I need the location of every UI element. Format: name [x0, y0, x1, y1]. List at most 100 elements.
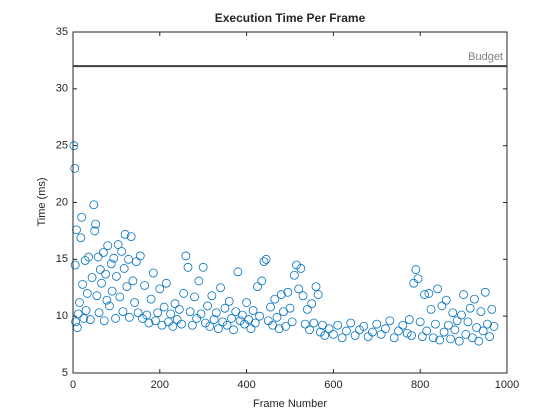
point — [346, 318, 356, 328]
point — [342, 326, 351, 336]
point — [130, 298, 140, 307]
point — [78, 279, 87, 289]
budget-label: Budget — [468, 51, 503, 63]
point — [105, 301, 114, 311]
point — [415, 317, 425, 327]
point — [448, 308, 458, 318]
point — [174, 304, 184, 314]
x-tick-label: 800 — [411, 379, 429, 391]
point — [75, 298, 84, 307]
point — [368, 327, 377, 337]
point — [190, 292, 199, 302]
point — [107, 286, 117, 296]
point — [422, 326, 432, 336]
point — [407, 331, 416, 340]
point — [402, 328, 412, 338]
point — [311, 282, 321, 292]
point — [181, 251, 191, 261]
axes-box — [72, 31, 508, 374]
point — [93, 252, 103, 262]
point — [103, 241, 113, 251]
point — [424, 289, 434, 298]
point — [446, 334, 455, 344]
point — [350, 331, 360, 340]
y-tick-label: 20 — [56, 196, 68, 208]
point — [480, 287, 490, 297]
point — [117, 246, 127, 256]
point — [161, 278, 171, 288]
point — [80, 256, 90, 265]
point — [433, 284, 442, 294]
point — [194, 276, 204, 286]
point — [483, 319, 492, 329]
point — [281, 321, 291, 331]
x-tick-label: 1000 — [495, 379, 519, 391]
point — [73, 309, 83, 319]
point — [122, 282, 132, 292]
plot-area — [73, 32, 507, 373]
point — [168, 321, 178, 331]
y-tick-label: 15 — [56, 253, 68, 265]
point — [118, 307, 128, 317]
point — [185, 307, 195, 317]
point — [372, 319, 382, 329]
point — [253, 282, 262, 292]
point — [170, 299, 180, 309]
point — [305, 325, 314, 335]
point — [435, 335, 445, 345]
x-tick-label: 400 — [237, 379, 255, 391]
point — [92, 291, 102, 301]
y-axis-label: Time (ms) — [36, 177, 48, 226]
point — [85, 315, 95, 324]
point — [102, 295, 112, 305]
point — [133, 308, 143, 318]
point — [302, 304, 312, 314]
point — [205, 321, 215, 331]
point — [237, 310, 247, 320]
point — [289, 270, 299, 280]
point — [398, 320, 408, 330]
point — [196, 309, 206, 319]
point — [294, 284, 304, 294]
point — [470, 294, 479, 304]
point — [242, 298, 252, 307]
point — [478, 326, 488, 336]
point — [115, 292, 125, 302]
point — [459, 290, 469, 299]
point — [224, 296, 234, 306]
point — [476, 307, 486, 317]
point — [79, 314, 89, 323]
point — [485, 332, 495, 342]
x-tick-label: 200 — [151, 379, 169, 391]
point — [124, 254, 133, 264]
point — [381, 324, 390, 334]
point — [394, 326, 403, 336]
point — [155, 284, 165, 294]
y-tick-label: 10 — [56, 310, 68, 322]
point — [198, 262, 208, 272]
point — [211, 308, 221, 318]
y-tick-label: 25 — [56, 140, 68, 152]
point — [404, 315, 414, 324]
point — [437, 301, 447, 311]
point — [119, 264, 129, 273]
point — [183, 262, 193, 272]
point — [439, 327, 449, 337]
point — [213, 324, 223, 334]
y-tick-label: 35 — [56, 26, 68, 38]
point — [135, 251, 145, 261]
point — [274, 324, 284, 334]
point — [420, 290, 429, 299]
point — [94, 308, 104, 318]
point — [450, 325, 460, 335]
point — [159, 302, 169, 312]
point — [126, 232, 136, 242]
point — [207, 291, 217, 301]
point — [320, 331, 330, 340]
point — [106, 259, 116, 269]
point — [179, 289, 189, 298]
point — [84, 252, 94, 262]
point — [81, 306, 91, 315]
point — [109, 253, 119, 263]
